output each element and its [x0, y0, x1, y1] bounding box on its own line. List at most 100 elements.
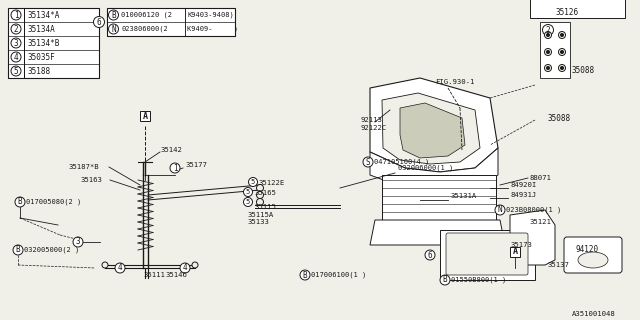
Text: 35188: 35188 — [27, 67, 50, 76]
Text: 35134A: 35134A — [27, 25, 55, 34]
Text: A: A — [513, 247, 518, 257]
Text: 032005000(2 ): 032005000(2 ) — [24, 247, 79, 253]
Text: 35126: 35126 — [555, 7, 578, 17]
Circle shape — [545, 31, 552, 38]
Circle shape — [495, 205, 505, 215]
Circle shape — [102, 262, 108, 268]
Bar — [510, 247, 520, 257]
Text: 35088: 35088 — [572, 66, 595, 75]
Circle shape — [13, 245, 23, 255]
Polygon shape — [510, 210, 555, 265]
Text: 3: 3 — [76, 237, 80, 246]
Text: 2: 2 — [13, 25, 19, 34]
Circle shape — [440, 275, 450, 285]
Circle shape — [73, 237, 83, 247]
Text: 01550B800(1 ): 01550B800(1 ) — [451, 277, 506, 283]
Circle shape — [11, 38, 21, 48]
Ellipse shape — [578, 252, 608, 268]
Bar — [140, 111, 150, 121]
Circle shape — [561, 67, 563, 69]
FancyBboxPatch shape — [564, 237, 622, 273]
Text: 35088: 35088 — [548, 114, 571, 123]
Circle shape — [243, 188, 253, 196]
Circle shape — [547, 67, 550, 69]
Circle shape — [243, 197, 253, 206]
Circle shape — [561, 34, 563, 36]
Polygon shape — [400, 103, 465, 158]
Text: 017006100(1 ): 017006100(1 ) — [311, 272, 366, 278]
Text: N: N — [498, 205, 502, 214]
Circle shape — [559, 49, 566, 55]
Text: 032006000(1 ): 032006000(1 ) — [398, 165, 453, 171]
Circle shape — [11, 10, 21, 20]
Circle shape — [300, 270, 310, 280]
Text: 35035F: 35035F — [27, 52, 55, 61]
Circle shape — [547, 34, 550, 36]
Bar — [440, 230, 535, 280]
FancyBboxPatch shape — [446, 233, 528, 275]
Text: 6: 6 — [428, 251, 432, 260]
Text: B: B — [18, 197, 22, 206]
Text: 35163: 35163 — [80, 177, 102, 183]
Polygon shape — [370, 78, 498, 172]
Text: 5: 5 — [246, 189, 250, 195]
Text: 010006120 (2: 010006120 (2 — [121, 12, 172, 18]
Text: N: N — [111, 25, 116, 34]
Circle shape — [248, 178, 257, 187]
Text: 94120: 94120 — [576, 245, 599, 254]
Text: 35137: 35137 — [548, 262, 570, 268]
Text: 35146: 35146 — [165, 272, 187, 278]
Text: 92122C: 92122C — [360, 125, 387, 131]
Text: 35142: 35142 — [160, 147, 182, 153]
Text: 35111: 35111 — [143, 272, 165, 278]
Bar — [8, 8, 99, 78]
Text: 35121: 35121 — [530, 219, 552, 225]
Text: B: B — [303, 270, 307, 279]
Text: 4: 4 — [13, 52, 19, 61]
Text: 35133: 35133 — [247, 219, 269, 225]
Circle shape — [425, 250, 435, 260]
Circle shape — [545, 65, 552, 71]
Circle shape — [547, 51, 550, 53]
Circle shape — [11, 52, 21, 62]
Text: B: B — [443, 276, 447, 284]
Circle shape — [257, 198, 264, 205]
Text: FIG.930-1: FIG.930-1 — [435, 79, 474, 85]
Circle shape — [115, 263, 125, 273]
Text: B: B — [16, 245, 20, 254]
Text: A351001048: A351001048 — [572, 311, 616, 317]
Text: 1: 1 — [173, 164, 177, 172]
Circle shape — [363, 157, 373, 167]
Circle shape — [11, 24, 21, 34]
Circle shape — [15, 197, 25, 207]
Text: 35115: 35115 — [254, 204, 276, 210]
Text: 6: 6 — [97, 18, 101, 27]
Text: 88071: 88071 — [530, 175, 552, 181]
Text: K9409-     ): K9409- ) — [187, 26, 238, 32]
Circle shape — [257, 191, 264, 198]
Text: 5: 5 — [13, 67, 19, 76]
Circle shape — [543, 25, 554, 36]
Text: 3: 3 — [13, 38, 19, 47]
Polygon shape — [382, 93, 480, 164]
Text: S: S — [365, 157, 371, 166]
Bar — [107, 8, 235, 36]
Text: 35115A: 35115A — [247, 212, 273, 218]
Circle shape — [170, 163, 180, 173]
Text: 4: 4 — [182, 263, 188, 273]
Circle shape — [109, 10, 118, 20]
Circle shape — [93, 17, 104, 28]
Bar — [530, 0, 625, 18]
Text: 35177: 35177 — [185, 162, 207, 168]
Text: 5: 5 — [246, 199, 250, 205]
Text: 5: 5 — [251, 179, 255, 185]
Text: B: B — [111, 11, 116, 20]
Circle shape — [559, 31, 566, 38]
Text: 35173: 35173 — [510, 242, 532, 248]
Circle shape — [559, 65, 566, 71]
Text: 1: 1 — [13, 11, 19, 20]
Text: 047105100(4 ): 047105100(4 ) — [374, 159, 429, 165]
Text: 4: 4 — [118, 263, 122, 273]
Polygon shape — [370, 220, 505, 245]
Text: 023806000(2: 023806000(2 — [121, 26, 168, 32]
